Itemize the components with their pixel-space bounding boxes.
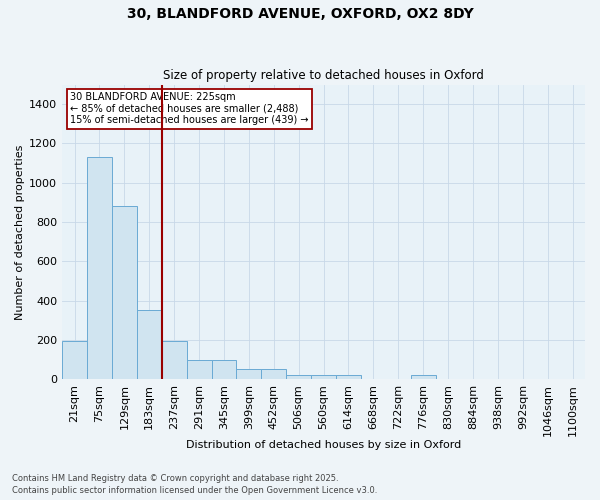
Bar xyxy=(87,157,112,379)
Title: Size of property relative to detached houses in Oxford: Size of property relative to detached ho… xyxy=(163,69,484,82)
Bar xyxy=(212,360,236,379)
Bar xyxy=(286,375,311,379)
Bar xyxy=(336,375,361,379)
Bar xyxy=(137,310,162,379)
Text: Contains HM Land Registry data © Crown copyright and database right 2025.
Contai: Contains HM Land Registry data © Crown c… xyxy=(12,474,377,495)
Text: 30 BLANDFORD AVENUE: 225sqm
← 85% of detached houses are smaller (2,488)
15% of : 30 BLANDFORD AVENUE: 225sqm ← 85% of det… xyxy=(70,92,308,125)
Bar xyxy=(187,360,212,379)
Bar xyxy=(162,341,187,379)
Text: 30, BLANDFORD AVENUE, OXFORD, OX2 8DY: 30, BLANDFORD AVENUE, OXFORD, OX2 8DY xyxy=(127,8,473,22)
Bar xyxy=(236,370,262,379)
Bar xyxy=(62,341,87,379)
Y-axis label: Number of detached properties: Number of detached properties xyxy=(15,144,25,320)
Bar xyxy=(262,370,286,379)
Bar xyxy=(411,375,436,379)
Bar xyxy=(311,375,336,379)
X-axis label: Distribution of detached houses by size in Oxford: Distribution of detached houses by size … xyxy=(186,440,461,450)
Bar xyxy=(112,206,137,379)
